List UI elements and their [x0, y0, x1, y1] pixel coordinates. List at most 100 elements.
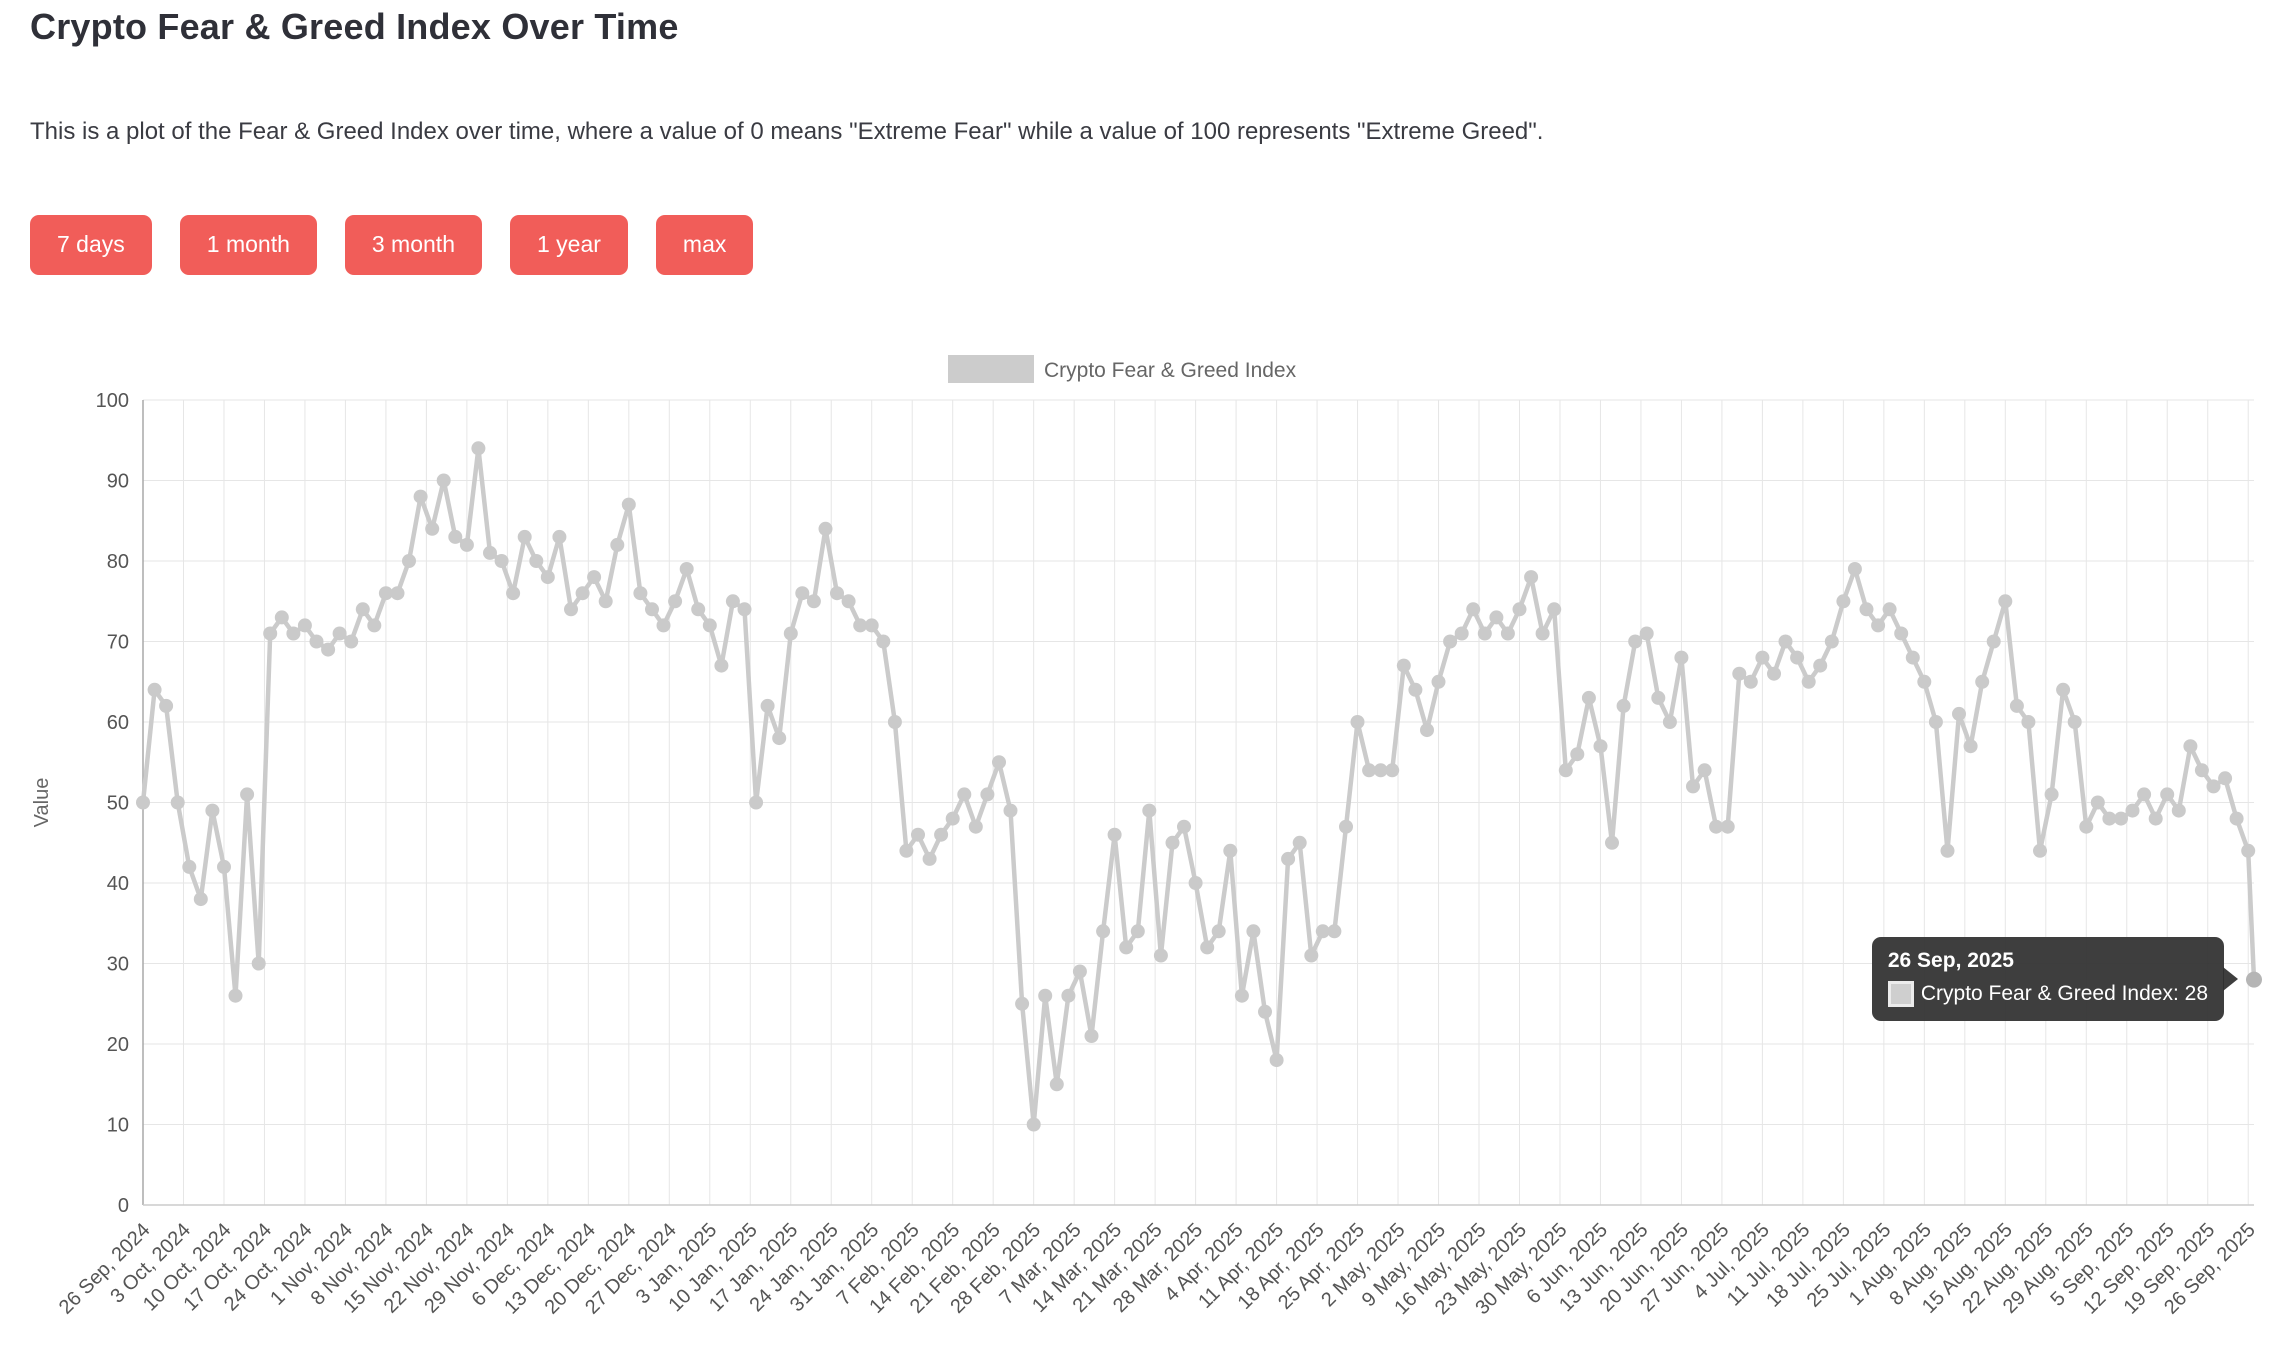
data-point[interactable] — [795, 586, 810, 601]
data-point[interactable] — [2183, 739, 2198, 754]
data-point[interactable] — [830, 586, 844, 601]
data-point[interactable] — [1211, 924, 1226, 939]
data-point[interactable] — [749, 795, 764, 810]
data-point[interactable] — [2056, 682, 2071, 697]
legend-label[interactable]: Crypto Fear & Greed Index — [1044, 359, 1297, 382]
data-point[interactable] — [1385, 763, 1400, 778]
data-point[interactable] — [1535, 626, 1550, 641]
data-point[interactable] — [1165, 835, 1180, 850]
data-point[interactable] — [853, 618, 868, 633]
data-point[interactable] — [621, 497, 636, 512]
data-point[interactable] — [1339, 819, 1353, 834]
data-point[interactable] — [899, 843, 914, 858]
data-point[interactable] — [2194, 763, 2209, 778]
data-point[interactable] — [483, 545, 497, 560]
data-point[interactable] — [1662, 715, 1677, 729]
data-point[interactable] — [1847, 562, 1862, 576]
data-point[interactable] — [205, 803, 220, 818]
range-button-max[interactable]: max — [655, 215, 754, 275]
data-point[interactable] — [841, 594, 856, 609]
data-point[interactable] — [1639, 626, 1654, 641]
data-point[interactable] — [598, 594, 613, 609]
data-point[interactable] — [147, 682, 162, 697]
data-point[interactable] — [344, 634, 359, 649]
data-point[interactable] — [2021, 715, 2036, 729]
data-point[interactable] — [1790, 650, 1805, 665]
data-point[interactable] — [1096, 924, 1111, 939]
data-point[interactable] — [1223, 843, 1238, 858]
data-point[interactable] — [1119, 940, 1134, 955]
data-point[interactable] — [818, 521, 833, 536]
data-point[interactable] — [772, 731, 787, 746]
data-point[interactable] — [1269, 1053, 1284, 1068]
data-point[interactable] — [1200, 940, 1215, 955]
data-point[interactable] — [170, 795, 185, 810]
data-point[interactable] — [725, 594, 740, 609]
data-point[interactable] — [378, 586, 393, 601]
data-point[interactable] — [540, 570, 555, 585]
data-point[interactable] — [321, 642, 336, 657]
data-point[interactable] — [1524, 570, 1539, 585]
data-point[interactable] — [887, 715, 902, 729]
data-point[interactable] — [1281, 851, 1296, 866]
data-point[interactable] — [332, 626, 347, 641]
data-point[interactable] — [1917, 674, 1932, 689]
data-point[interactable] — [679, 562, 694, 576]
data-point[interactable] — [1628, 634, 1643, 649]
data-point[interactable] — [1477, 626, 1492, 641]
data-point[interactable] — [1581, 690, 1596, 705]
data-point[interactable] — [1130, 924, 1145, 939]
data-point[interactable] — [1327, 924, 1342, 939]
data-point[interactable] — [934, 827, 949, 842]
data-point[interactable] — [1905, 650, 1920, 665]
data-point[interactable] — [922, 851, 937, 866]
data-point[interactable] — [136, 795, 150, 810]
data-point[interactable] — [945, 811, 960, 826]
data-point[interactable] — [1686, 779, 1700, 794]
data-point[interactable] — [1026, 1117, 1041, 1132]
data-point[interactable] — [1246, 924, 1261, 939]
data-point[interactable] — [633, 586, 648, 601]
data-point[interactable] — [656, 618, 671, 633]
data-point[interactable] — [2067, 715, 2082, 729]
data-point[interactable] — [1894, 626, 1909, 641]
data-point[interactable] — [1998, 594, 2013, 609]
data-point[interactable] — [390, 586, 405, 601]
data-point[interactable] — [367, 618, 382, 633]
data-point[interactable] — [2206, 779, 2221, 794]
data-point[interactable] — [806, 594, 821, 609]
data-point[interactable] — [2125, 803, 2140, 818]
data-point[interactable] — [691, 602, 706, 617]
data-point[interactable] — [1038, 988, 1053, 1003]
data-point[interactable] — [193, 892, 208, 907]
data-point[interactable] — [911, 827, 925, 842]
data-point[interactable] — [876, 634, 891, 649]
data-point[interactable] — [1975, 674, 1990, 689]
data-point[interactable] — [1512, 602, 1527, 617]
data-point[interactable] — [529, 554, 544, 568]
data-point[interactable] — [1547, 602, 1562, 617]
data-point[interactable] — [1674, 650, 1689, 665]
data-point[interactable] — [1801, 674, 1816, 689]
data-point[interactable] — [517, 529, 532, 544]
data-point[interactable] — [1720, 819, 1735, 834]
data-point[interactable] — [1558, 763, 1573, 778]
data-point[interactable] — [1373, 763, 1388, 778]
data-point[interactable] — [552, 529, 567, 544]
data-point[interactable] — [471, 441, 486, 456]
data-point[interactable] — [1743, 674, 1758, 689]
data-point[interactable] — [1697, 763, 1712, 778]
data-point[interactable] — [1396, 658, 1411, 673]
data-point[interactable] — [217, 859, 231, 874]
data-point[interactable] — [783, 626, 798, 641]
data-point[interactable] — [413, 489, 428, 504]
data-point[interactable] — [1755, 650, 1770, 665]
data-point[interactable] — [2114, 811, 2128, 826]
data-point[interactable] — [1454, 626, 1469, 641]
data-point[interactable] — [448, 529, 463, 544]
data-point[interactable] — [1072, 964, 1087, 979]
data-point[interactable] — [1952, 706, 1966, 721]
data-point[interactable] — [309, 634, 324, 649]
data-point[interactable] — [2229, 811, 2244, 826]
data-point[interactable] — [1315, 924, 1330, 939]
